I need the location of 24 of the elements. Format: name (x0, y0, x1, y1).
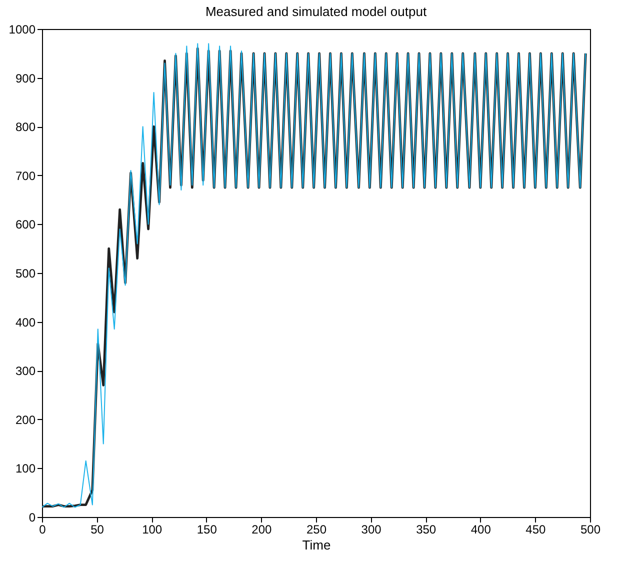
chart-title: Measured and simulated model output (205, 4, 427, 19)
y-tick-label: 0 (28, 510, 36, 524)
y-tick-label: 400 (15, 315, 36, 330)
x-tick-label: 150 (196, 522, 218, 536)
x-axis-title: Time (302, 538, 331, 552)
y-tick-label: 600 (15, 218, 36, 232)
x-tick-label: 0 (39, 522, 46, 536)
y-tick-label: 800 (15, 120, 36, 134)
y-tick-label: 1000 (8, 22, 36, 36)
x-tick-label: 450 (526, 522, 546, 536)
x-tick-label: 300 (361, 522, 382, 536)
y-tick-label: 900 (15, 71, 36, 86)
x-tick-label: 50 (90, 522, 104, 536)
y-tick-label: 700 (15, 168, 36, 183)
y-tick-label: 300 (15, 364, 36, 378)
y-tick-label: 200 (15, 412, 36, 427)
x-tick-label: 250 (306, 522, 327, 536)
x-tick-label: 500 (580, 522, 601, 536)
x-tick-label: 350 (416, 522, 436, 536)
x-tick-label: 100 (142, 522, 162, 536)
x-tick-label: 400 (470, 522, 492, 536)
x-tick-label: 200 (252, 522, 272, 536)
y-tick-label: 500 (15, 266, 36, 280)
y-tick-label: 100 (15, 462, 36, 476)
